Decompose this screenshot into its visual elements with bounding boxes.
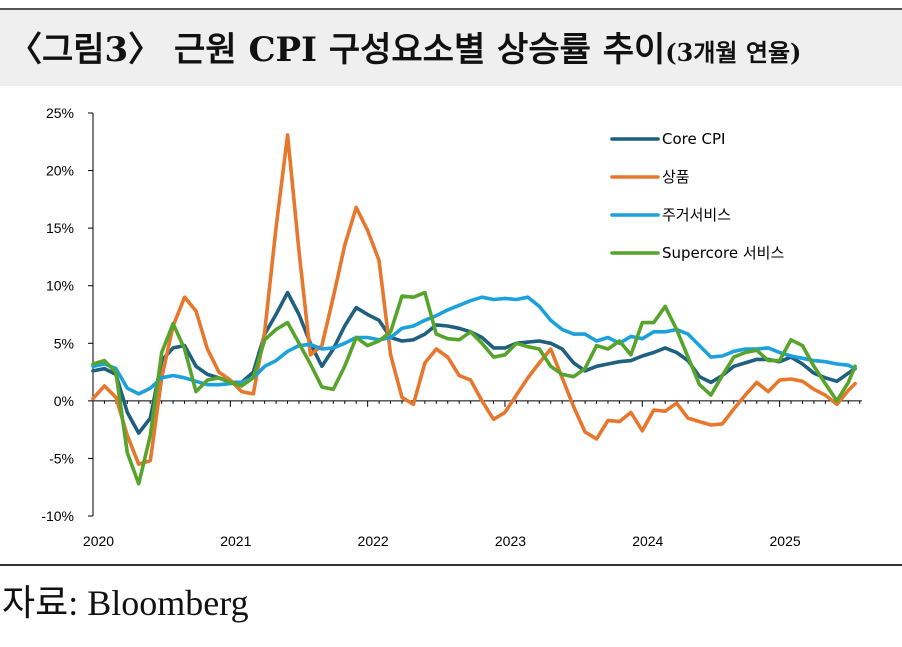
y-tick-label: 15% bbox=[46, 220, 74, 236]
legend-label: 주거서비스 bbox=[662, 206, 731, 224]
figure-title: 〈그림3〉 근원 CPI 구성요소별 상승률 추이(3개월 연율) bbox=[8, 22, 801, 71]
figure-title-main: 〈그림3〉 근원 CPI 구성요소별 상승률 추이 bbox=[8, 30, 666, 70]
y-tick-label: -10% bbox=[41, 508, 74, 524]
line-chart: -10% -5% 0% 5% 10% 15% 20% 25% 2020 2021 2022 2023 2… bbox=[41, 105, 862, 549]
x-tick-label: 2024 bbox=[632, 533, 663, 549]
y-tick-label: 20% bbox=[46, 163, 74, 179]
legend-label: Core CPI bbox=[662, 130, 725, 148]
y-tick-label: 10% bbox=[46, 278, 74, 294]
x-tick-label: 2025 bbox=[770, 533, 801, 549]
source-note: 자료: Bloomberg bbox=[2, 583, 249, 623]
series-line-3 bbox=[91, 290, 857, 486]
figure-title-sub: (3개월 연율) bbox=[665, 38, 802, 67]
series-line-2 bbox=[91, 295, 857, 396]
y-tick-label: 25% bbox=[46, 105, 74, 121]
y-tick-label: -5% bbox=[49, 450, 74, 466]
x-tick-label: 2020 bbox=[83, 533, 114, 549]
y-tick-label: 5% bbox=[54, 335, 74, 351]
x-tick-label: 2021 bbox=[220, 533, 251, 549]
bottom-rule bbox=[0, 564, 902, 566]
title-bar: 〈그림3〉 근원 CPI 구성요소별 상승률 추이(3개월 연율) bbox=[0, 10, 902, 86]
axes: -10% -5% 0% 5% 10% 15% 20% 25% 2020 2021 2022 2023 2… bbox=[41, 105, 862, 549]
top-rule bbox=[0, 8, 902, 10]
series-line-0 bbox=[91, 290, 857, 435]
x-tick-label: 2023 bbox=[495, 533, 526, 549]
series-line-1 bbox=[91, 133, 857, 467]
chart-area: -10% -5% 0% 5% 10% 15% 20% 25% 2020 2021 2022 2023 2… bbox=[0, 86, 902, 566]
legend-label: Supercore 서비스 bbox=[662, 244, 784, 262]
series-layer bbox=[91, 133, 857, 486]
legend-label: 상품 bbox=[662, 168, 690, 186]
x-tick-label: 2022 bbox=[358, 533, 389, 549]
y-tick-label: 0% bbox=[54, 393, 74, 409]
